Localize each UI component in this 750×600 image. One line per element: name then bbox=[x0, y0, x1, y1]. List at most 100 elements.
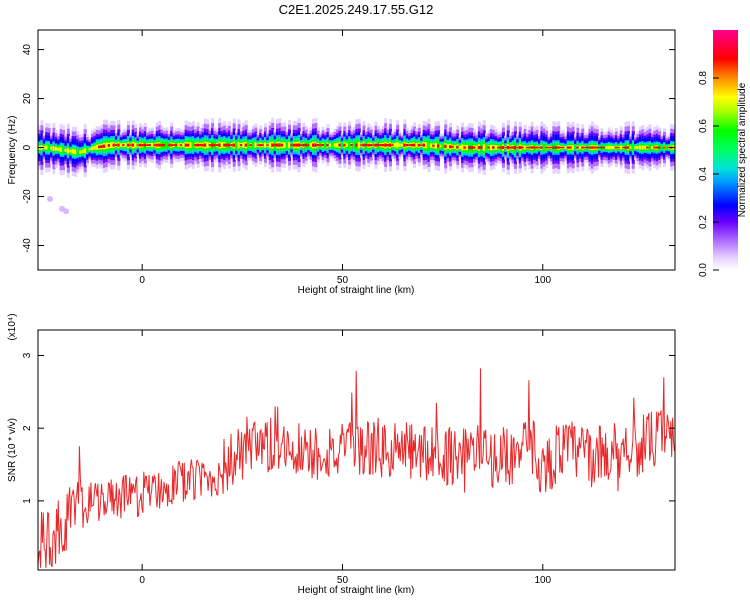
heatmap-cell bbox=[643, 145, 647, 150]
heatmap-cell bbox=[172, 144, 176, 147]
heatmap-cell bbox=[396, 141, 400, 149]
heatmap-cell bbox=[158, 143, 162, 147]
heatmap-cell bbox=[254, 142, 258, 148]
colorbar-tick-label: 0.8 bbox=[698, 71, 709, 85]
heatmap-cell bbox=[612, 146, 616, 149]
heatmap-cell bbox=[321, 143, 325, 147]
heatmap-cell bbox=[506, 145, 510, 150]
heatmap-cell bbox=[66, 148, 70, 154]
heatmap-cell bbox=[350, 144, 354, 147]
heatmap-cell bbox=[631, 143, 635, 152]
heatmap-cell bbox=[655, 146, 659, 149]
bottom-y-tick-label: 3 bbox=[22, 352, 33, 358]
chart-title: C2E1.2025.249.17.55.G12 bbox=[279, 2, 434, 17]
heatmap-cell bbox=[535, 146, 539, 149]
heatmap-cell bbox=[167, 144, 171, 146]
heatmap-cell bbox=[499, 146, 503, 149]
heatmap-cell bbox=[307, 144, 311, 146]
heatmap-cell bbox=[153, 144, 157, 146]
heatmap-cell bbox=[525, 146, 529, 149]
heatmap-cell bbox=[453, 144, 457, 150]
heatmap-cell bbox=[134, 142, 138, 148]
heatmap-cell bbox=[297, 143, 301, 147]
heatmap-cell bbox=[509, 146, 513, 149]
heatmap-cell bbox=[403, 143, 407, 147]
colorbar-tick-label: 0.4 bbox=[698, 167, 709, 181]
heatmap-cell bbox=[374, 143, 378, 147]
heatmap-cell bbox=[90, 146, 94, 151]
heatmap-cell bbox=[285, 141, 289, 149]
heatmap-cell bbox=[218, 143, 222, 147]
heatmap-cell bbox=[660, 145, 664, 150]
heatmap-cell bbox=[150, 142, 154, 148]
heatmap-cell bbox=[184, 143, 188, 147]
heatmap-cell bbox=[540, 146, 544, 149]
heatmap-cell bbox=[300, 144, 304, 146]
heatmap-cell bbox=[76, 149, 80, 156]
heatmap-cell bbox=[489, 144, 493, 151]
heatmap-cell bbox=[576, 146, 580, 149]
heatmap-cell bbox=[617, 146, 621, 149]
top-x-tick-label: 100 bbox=[534, 275, 551, 286]
heatmap-cell bbox=[456, 145, 460, 149]
heatmap-cell bbox=[86, 147, 90, 153]
heatmap-cell bbox=[194, 143, 198, 147]
heatmap-cell bbox=[629, 146, 633, 149]
heatmap-cell bbox=[554, 146, 558, 149]
heatmap-cell bbox=[477, 145, 481, 150]
heatmap-cell bbox=[340, 142, 344, 148]
heatmap-cell bbox=[444, 144, 448, 149]
heatmap-cell bbox=[480, 146, 484, 150]
heatmap-cell bbox=[410, 143, 414, 147]
heatmap-cell bbox=[259, 143, 263, 147]
heatmap-cell bbox=[54, 147, 58, 151]
heatmap-cell bbox=[610, 145, 614, 150]
heatmap-cell bbox=[237, 141, 241, 149]
heatmap-cell bbox=[415, 143, 419, 148]
colorbar-ramp bbox=[713, 30, 738, 270]
heatmap-cell bbox=[143, 143, 147, 147]
heatmap-cell bbox=[45, 145, 49, 150]
heatmap-cell bbox=[119, 143, 123, 147]
heatmap-cell bbox=[537, 146, 541, 149]
heatmap-cell bbox=[550, 146, 554, 149]
heatmap-cell bbox=[437, 144, 441, 148]
heatmap-cell bbox=[605, 146, 609, 150]
heatmap-cell bbox=[208, 143, 212, 147]
heatmap-cell bbox=[422, 143, 426, 147]
heatmap-cell bbox=[235, 142, 239, 149]
heatmap-cell bbox=[247, 142, 251, 149]
heatmap-cell bbox=[360, 144, 364, 146]
heatmap-cell bbox=[586, 146, 590, 149]
heatmap-cell bbox=[268, 142, 272, 149]
heatmap-cell bbox=[47, 144, 51, 152]
heatmap-cell bbox=[78, 150, 82, 154]
heatmap-cell bbox=[542, 144, 546, 152]
heatmap-cell bbox=[571, 145, 575, 150]
heatmap-cell bbox=[110, 142, 114, 149]
heatmap-cell bbox=[614, 146, 618, 149]
heatmap-cell bbox=[182, 143, 186, 148]
heatmap-cell bbox=[482, 144, 486, 151]
colorbar-tick-label: 0.6 bbox=[698, 119, 709, 133]
heatmap-cell bbox=[302, 143, 306, 147]
bottom-x-ticks: 0 50 100 bbox=[139, 330, 552, 586]
heatmap-cell bbox=[593, 146, 597, 149]
heatmap-cell bbox=[52, 146, 56, 151]
bottom-y-tick-label: 2 bbox=[22, 425, 33, 431]
heatmap-cell bbox=[468, 146, 472, 150]
top-y-tick-label: 20 bbox=[22, 93, 33, 105]
heatmap-cell bbox=[107, 144, 111, 147]
heatmap-cell bbox=[562, 146, 566, 149]
heatmap-cell bbox=[533, 146, 537, 149]
heatmap-cell bbox=[393, 143, 397, 148]
heatmap-cell bbox=[501, 146, 505, 150]
heatmap-cell bbox=[465, 144, 469, 151]
heatmap-cell bbox=[124, 143, 128, 148]
heatmap-cell bbox=[112, 143, 116, 147]
heatmap-cell bbox=[412, 143, 416, 147]
heatmap-cell bbox=[595, 146, 599, 149]
heatmap-cell bbox=[473, 146, 477, 149]
heatmap-cell bbox=[278, 143, 282, 147]
heatmap-cell bbox=[201, 143, 205, 147]
